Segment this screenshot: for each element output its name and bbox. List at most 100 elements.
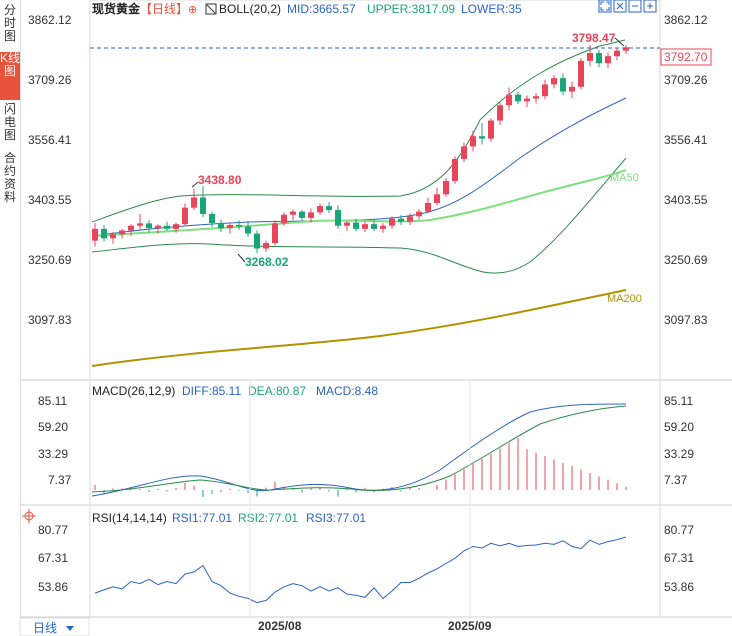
- price-tick-right: 3709.26: [664, 73, 708, 87]
- price-tick-right: 3556.41: [664, 133, 708, 147]
- macd-diff-line: [91, 403, 627, 497]
- candle-body: [272, 223, 278, 243]
- candle-body: [227, 224, 233, 229]
- zoom-in-icon[interactable]: [643, 0, 657, 13]
- ma50-label: MA50: [610, 172, 639, 184]
- candle-body: [506, 94, 512, 106]
- candle-body: [281, 214, 287, 224]
- candle-body: [578, 60, 584, 87]
- macd-dea-line: [91, 405, 627, 493]
- price-tick: 3250.69: [28, 253, 72, 267]
- rsi-crosshair-icon[interactable]: [22, 509, 36, 523]
- candle-body: [524, 98, 530, 102]
- fullscreen-icon[interactable]: [598, 0, 612, 13]
- price-tick-right: 3250.69: [664, 253, 708, 267]
- period-tag[interactable]: 【日线】: [140, 2, 188, 16]
- macd-tick-right: 7.37: [664, 473, 688, 487]
- annotation-mid-low: 3268.02: [245, 255, 289, 269]
- candle-body: [191, 197, 197, 208]
- candle-body: [326, 206, 332, 211]
- x-label-sep: 2025/09: [448, 619, 492, 633]
- ma200-label: MA200: [607, 293, 642, 305]
- candle-body: [416, 211, 422, 217]
- candle-body: [398, 218, 404, 222]
- tab-flash[interactable]: 闪电图: [3, 102, 16, 142]
- candle-body: [470, 136, 476, 147]
- candle-body: [461, 146, 467, 159]
- rsi-tick-right: 67.31: [664, 551, 694, 565]
- candle-body: [173, 224, 179, 229]
- tab-contract-info[interactable]: 合约资料: [3, 151, 16, 204]
- annotation-recent-high: 3798.47: [572, 31, 616, 45]
- macd-tick-right: 59.20: [664, 420, 694, 434]
- candle-body: [245, 226, 251, 234]
- price-tick: 3403.55: [28, 193, 72, 207]
- rsi-2: RSI2:77.01: [238, 511, 298, 525]
- price-tick: 3097.83: [28, 313, 72, 327]
- candle-body: [551, 78, 557, 85]
- toolbar-icons: [598, 0, 657, 13]
- price-axis: 3862.12 3709.26 3556.41 3403.55 3250.69 …: [28, 13, 708, 327]
- indicator-settings-icon[interactable]: [205, 3, 217, 15]
- rsi-tick: 67.31: [38, 551, 68, 565]
- candle-body: [299, 211, 305, 218]
- candle-body: [497, 105, 503, 121]
- tab-kline[interactable]: K线图: [0, 52, 20, 100]
- macd-tick-right: 85.11: [664, 394, 693, 408]
- boll-upper: UPPER:3817.09: [367, 2, 455, 16]
- rsi-1: RSI1:77.01: [172, 511, 232, 525]
- macd-tick: 33.29: [38, 447, 68, 461]
- period-selector-label: 日线: [33, 621, 57, 635]
- candle-body: [362, 224, 368, 229]
- current-price-box: [660, 48, 712, 66]
- candle-body: [407, 216, 413, 222]
- candle-body: [110, 234, 116, 239]
- macd-diff: DIFF:85.11: [182, 384, 241, 398]
- rsi-tick-right: 53.86: [664, 580, 694, 594]
- zoom-out-icon[interactable]: [628, 0, 642, 13]
- boll-lower-line: [91, 157, 627, 274]
- candle-body: [488, 120, 494, 139]
- candle-body: [479, 136, 485, 139]
- candle-body: [308, 212, 314, 218]
- macd-value: MACD:8.48: [316, 384, 378, 398]
- x-label-aug: 2025/08: [258, 619, 302, 633]
- candle-body: [92, 228, 98, 241]
- shrink-icon[interactable]: [613, 0, 627, 13]
- macd-tick: 85.11: [38, 394, 67, 408]
- price-tick-right: 3097.83: [664, 313, 708, 327]
- candle-body: [263, 242, 269, 249]
- symbol-name: 现货黄金: [92, 1, 141, 16]
- candle-body: [569, 86, 575, 92]
- period-selector[interactable]: [19, 617, 90, 636]
- candle-body: [425, 202, 431, 212]
- candle-body: [614, 50, 620, 57]
- candle-body: [560, 78, 566, 92]
- candle-body: [155, 225, 161, 229]
- main-panel-frame: [89, 0, 661, 381]
- plus-icon[interactable]: ⊕: [188, 4, 197, 16]
- rsi-tick: 53.86: [38, 580, 68, 594]
- candle-body: [587, 53, 593, 61]
- candle-body: [542, 84, 548, 97]
- price-tick-right: 3862.12: [664, 13, 708, 27]
- candle-body: [101, 228, 107, 239]
- candle-body: [146, 223, 152, 229]
- macd-title: MACD(26,12,9): [92, 384, 175, 398]
- candle-body: [182, 207, 188, 225]
- candle-body: [452, 158, 458, 181]
- candle-body: [533, 96, 539, 99]
- annotation-mid-high: 3438.80: [198, 173, 242, 187]
- candles: [92, 44, 629, 254]
- candle-body: [209, 213, 215, 223]
- candle-body: [596, 53, 602, 64]
- candle-body: [290, 211, 296, 215]
- tab-timeshare[interactable]: 分时图: [3, 3, 16, 43]
- candle-body: [317, 206, 323, 213]
- rsi-tick: 80.77: [38, 523, 68, 537]
- candle-body: [128, 225, 134, 231]
- candle-body: [380, 225, 386, 229]
- candle-body: [218, 222, 224, 229]
- candle-body: [371, 224, 377, 229]
